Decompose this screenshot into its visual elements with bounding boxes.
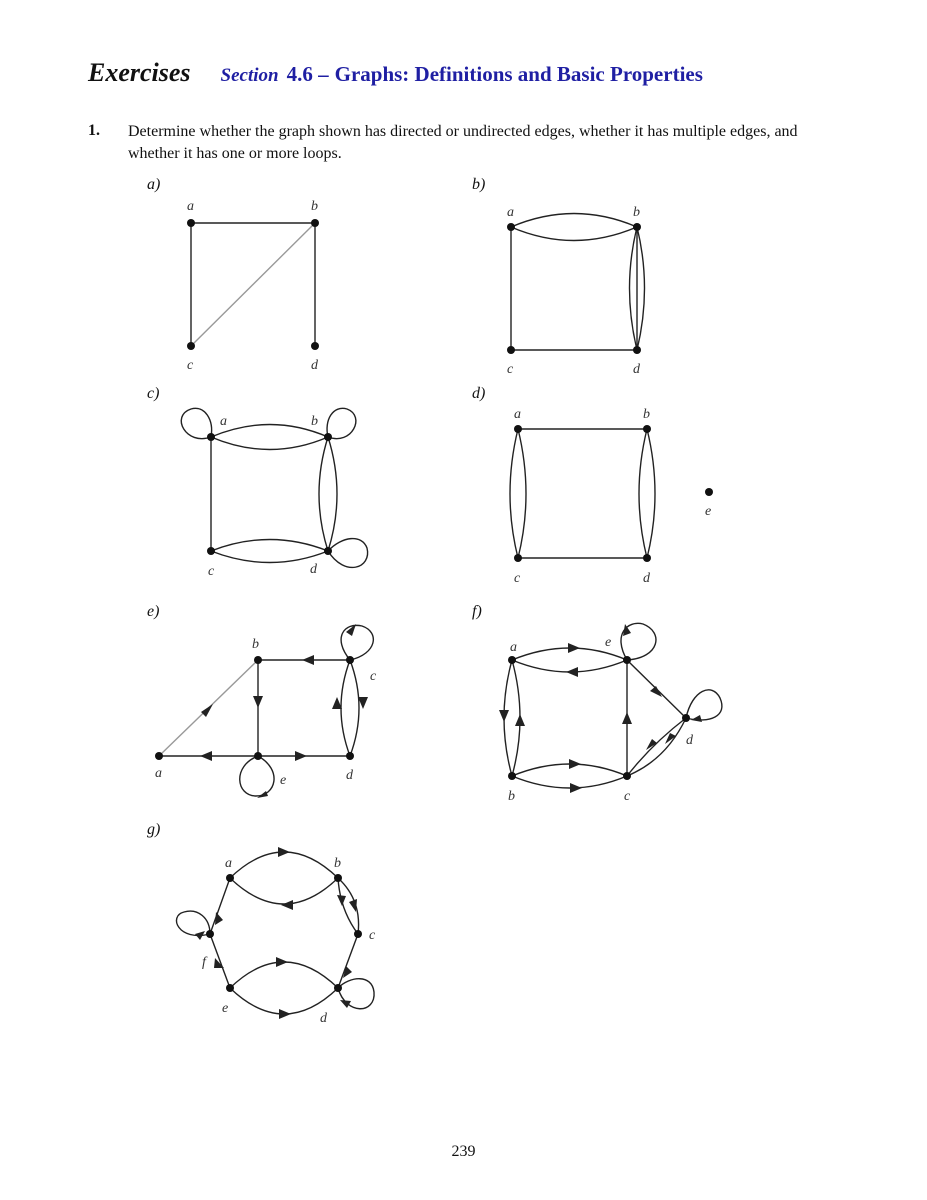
graph-d-vertex-b: b: [643, 407, 650, 422]
graph-d-vertex-e: e: [705, 504, 711, 519]
graph-f-vertex-b: b: [508, 789, 515, 804]
graph-c-vertex-c: c: [208, 564, 215, 579]
part-f-label: f): [472, 603, 482, 620]
graph-f-vertex-a: a: [510, 640, 517, 655]
graph-g-vertex-c: c: [369, 928, 376, 943]
graph-f-vertex-d: d: [686, 733, 694, 748]
graph-e-vertex-d: d: [346, 768, 354, 783]
graph-e-vertex-c: c: [370, 669, 377, 684]
graph-f-vertex-e: e: [605, 635, 611, 650]
graph-c-vertex-a: a: [220, 414, 227, 429]
graph-b-vertex-c: c: [507, 362, 514, 377]
section-word: Section: [220, 65, 279, 86]
graph-b-vertex-b: b: [633, 205, 640, 220]
graph-g-vertex-e: e: [222, 1001, 228, 1016]
graph-g-vertex-d: d: [320, 1011, 328, 1026]
graph-a-vertex-d: d: [311, 358, 319, 373]
graph-c-vertex-d: d: [310, 562, 318, 577]
part-b-label: b): [472, 176, 486, 193]
question-text: Determine whether the graph shown has di…: [128, 123, 798, 162]
graph-e-vertex-a: a: [155, 766, 162, 781]
section-title: Graphs: Definitions and Basic Properties: [334, 62, 703, 86]
section-number: 4.6 –: [286, 62, 329, 86]
graph-e-vertex-e: e: [280, 773, 286, 788]
graph-d-vertex-d: d: [643, 571, 651, 586]
page-number: 239: [451, 1143, 476, 1160]
graph-b-vertex-a: a: [507, 205, 514, 220]
exercises-heading: Exercises: [88, 58, 191, 87]
question-number: 1.: [88, 122, 100, 139]
section-header: Exercises Section 4.6 – Graphs: Definiti…: [88, 58, 703, 88]
part-c-label: c): [147, 385, 160, 402]
part-e-label: e): [147, 603, 160, 620]
graph-a-vertex-b: b: [311, 199, 318, 214]
graph-c-vertex-b: b: [311, 414, 318, 429]
graph-b-vertex-d: d: [633, 362, 641, 377]
graph-a-vertex-a: a: [187, 199, 194, 214]
graph-e-vertex-b: b: [252, 637, 259, 652]
graph-g-vertex-a: a: [225, 856, 232, 871]
part-g-label: g): [147, 821, 161, 838]
part-d-label: d): [472, 385, 486, 402]
graph-a-vertex-c: c: [187, 358, 194, 373]
graph-g-vertex-f: f: [202, 955, 208, 970]
graph-f-vertex-c: c: [624, 789, 631, 804]
graph-d-vertex-c: c: [514, 571, 521, 586]
graph-d-vertex-a: a: [514, 407, 521, 422]
part-a-label: a): [147, 176, 161, 193]
graph-g-vertex-b: b: [334, 856, 341, 871]
